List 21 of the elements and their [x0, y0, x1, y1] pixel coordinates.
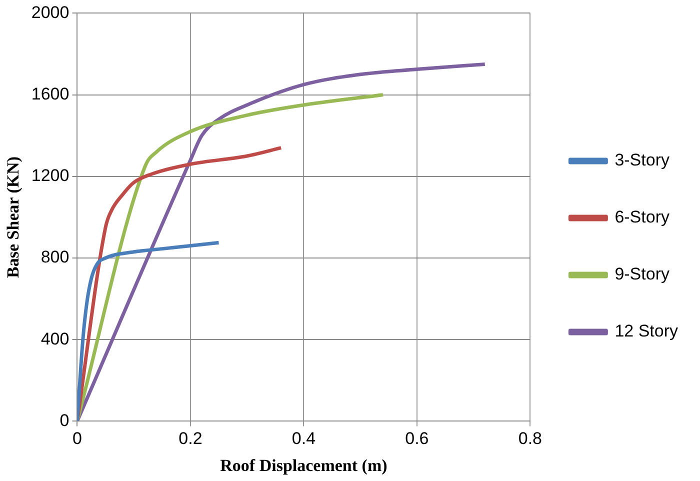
legend-label: 12 Story	[614, 322, 678, 341]
x-tick-label: 0.2	[178, 429, 202, 448]
x-tick-label: 0.8	[518, 429, 542, 448]
y-axis-title: Base Shear (KN)	[4, 156, 23, 278]
x-axis-title: Roof Displacement (m)	[220, 456, 388, 476]
line-series	[77, 240, 221, 422]
line-series	[77, 62, 487, 422]
x-tick-label: 0.4	[292, 429, 316, 448]
x-tick-label: 0	[72, 429, 82, 448]
y-tick-label: 400	[40, 329, 70, 348]
legend-label: 6-Story	[614, 208, 670, 227]
y-tick-label: 0	[60, 410, 70, 430]
y-tick-label: 2000	[31, 2, 70, 22]
x-tick-label: 0.6	[405, 429, 429, 448]
line-series	[77, 146, 283, 422]
line-series	[77, 93, 385, 422]
y-tick-label: 1600	[31, 84, 70, 104]
y-tick-label: 800	[40, 248, 70, 267]
legend-label: 3-Story	[614, 150, 670, 170]
legend-label: 9-Story	[614, 264, 670, 284]
y-tick-label: 1200	[31, 166, 70, 186]
